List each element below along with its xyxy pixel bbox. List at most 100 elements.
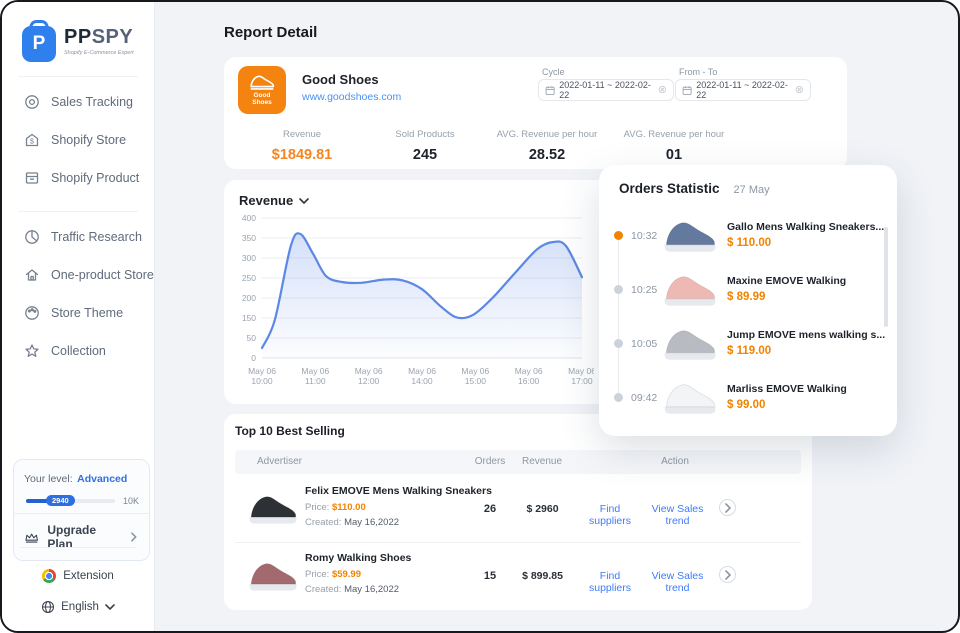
brand-light: SPY xyxy=(91,26,134,48)
order-info: Gallo Mens Walking Sneakers... $ 110.00 xyxy=(727,221,884,249)
fromto-date-input[interactable]: 2022-01-11 ~ 2022-02-22 ⊗ xyxy=(675,79,811,101)
orders-header: Orders Statistic 27 May xyxy=(599,165,897,196)
cycle-date-input[interactable]: 2022-01-11 ~ 2022-02-22 ⊗ xyxy=(538,79,674,101)
view-sales-trend-link[interactable]: View Sales trend xyxy=(651,503,704,527)
chevron-down-icon xyxy=(299,197,310,204)
top10-title: Top 10 Best Selling xyxy=(235,424,345,438)
row-expand-button[interactable] xyxy=(719,499,736,516)
sidebar-item-collection[interactable]: Collection xyxy=(2,332,154,370)
fromto-label: From - To xyxy=(679,67,718,77)
timeline-line xyxy=(618,236,619,398)
stat-value: 245 xyxy=(412,147,438,163)
chevron-right-icon xyxy=(131,532,138,542)
product-price: Price: $59.99 xyxy=(305,569,361,580)
order-item[interactable]: 10:25 Maxine EMOVE Walking $ 89.99 xyxy=(599,263,897,317)
scrollbar[interactable] xyxy=(884,227,888,327)
find-suppliers-link[interactable]: Find suppliers xyxy=(588,570,632,594)
product-price: $ 99.00 xyxy=(727,399,766,411)
cycle-label: Cycle xyxy=(542,67,565,77)
product-created: Created: May 16,2022 xyxy=(305,584,400,595)
product-price: $ 110.00 xyxy=(727,237,772,249)
store-header-card: Good Shoes Good Shoes www.goodshoes.com … xyxy=(224,57,847,169)
stat-value: 28.52 xyxy=(528,147,566,163)
product-image xyxy=(664,222,716,252)
sidebar-item-traffic-research[interactable]: Traffic Research xyxy=(2,218,154,256)
extension-button[interactable]: Extension xyxy=(2,569,154,583)
palette-icon xyxy=(25,306,39,320)
page-title: Report Detail xyxy=(224,24,318,41)
product-created: Created: May 16,2022 xyxy=(305,517,400,528)
store-logo[interactable]: Good Shoes xyxy=(238,66,286,114)
svg-text:200: 200 xyxy=(242,293,256,303)
language-selector[interactable]: English xyxy=(2,600,154,614)
svg-text:300: 300 xyxy=(242,253,256,263)
orders-title: Orders Statistic xyxy=(619,181,720,196)
sidebar-item-shopify-store[interactable]: $ Shopify Store xyxy=(2,121,154,159)
product-image xyxy=(249,496,297,524)
order-item[interactable]: 10:05 Jump EMOVE mens walking s... $ 119… xyxy=(599,317,897,371)
order-time: 09:42 xyxy=(631,392,658,404)
chart-title: Revenue xyxy=(239,193,294,208)
orders-list: 10:32 Gallo Mens Walking Sneakers... $ 1… xyxy=(599,209,897,425)
upgrade-plan-button[interactable]: Upgrade Plan xyxy=(14,514,149,560)
svg-text:350: 350 xyxy=(242,233,256,243)
col-orders: Orders xyxy=(474,456,506,467)
level-label: Your level: xyxy=(24,473,73,485)
stat-revenue: Revenue $1849.81 xyxy=(242,129,362,163)
product-image xyxy=(664,276,716,306)
store-name: Good Shoes xyxy=(302,72,379,87)
level-card: Your level: Advanced 2940 10K Upgrade Pl… xyxy=(13,459,150,561)
order-item[interactable]: 09:42 Marliss EMOVE Walking $ 99.00 xyxy=(599,371,897,425)
home-icon xyxy=(25,269,39,281)
clear-icon[interactable]: ⊗ xyxy=(794,83,804,96)
divider xyxy=(14,513,149,514)
stat-avg-revenue-1: AVG. Revenue per hour 28.52 xyxy=(482,129,612,163)
product-price: $ 119.00 xyxy=(727,345,772,357)
view-sales-trend-link[interactable]: View Sales trend xyxy=(651,570,704,594)
store-icon: $ xyxy=(25,133,39,147)
sidebar-item-sales-tracking[interactable]: Sales Tracking xyxy=(2,83,154,121)
brand-tagline: Shopify E-Commerce Expert xyxy=(64,50,134,56)
stat-avg-revenue-2: AVG. Revenue per hour 01 xyxy=(614,129,734,163)
sidebar-item-label: Shopify Product xyxy=(51,171,140,185)
sidebar-item-one-product-store[interactable]: One-product Store xyxy=(2,256,154,294)
sidebar-item-label: Sales Tracking xyxy=(51,95,133,109)
col-revenue: Revenue xyxy=(521,456,563,467)
orders-statistic-panel: Orders Statistic 27 May 10:32 Gallo Mens… xyxy=(599,165,897,436)
svg-text:50: 50 xyxy=(247,333,257,343)
find-suppliers-link[interactable]: Find suppliers xyxy=(588,503,632,527)
chevron-right-icon xyxy=(724,502,731,513)
clear-icon[interactable]: ⊗ xyxy=(657,83,667,96)
level-info: Your level: Advanced 2940 10K xyxy=(14,460,149,513)
product-name: Romy Walking Shoes xyxy=(305,552,412,564)
product-name: Marliss EMOVE Walking xyxy=(727,383,847,395)
language-label: English xyxy=(61,601,99,613)
sidebar-item-store-theme[interactable]: Store Theme xyxy=(2,294,154,332)
order-item[interactable]: 10:32 Gallo Mens Walking Sneakers... $ 1… xyxy=(599,209,897,263)
store-url-link[interactable]: www.goodshoes.com xyxy=(302,91,402,103)
target-icon xyxy=(25,95,39,109)
product-name: Maxine EMOVE Walking xyxy=(727,275,847,287)
sidebar-item-label: One-product Store xyxy=(51,268,154,282)
chart-metric-dropdown[interactable]: Revenue xyxy=(239,193,310,208)
divider xyxy=(18,211,138,212)
chevron-right-icon xyxy=(724,569,731,580)
star-icon xyxy=(25,344,39,357)
row-expand-button[interactable] xyxy=(719,566,736,583)
calendar-icon xyxy=(545,85,555,95)
sidebar-item-shopify-product[interactable]: Shopify Product xyxy=(2,159,154,197)
svg-text:$: $ xyxy=(30,139,34,146)
product-price: $ 89.99 xyxy=(727,291,766,303)
progress-fill xyxy=(26,499,60,503)
fromto-date-value: 2022-01-11 ~ 2022-02-22 xyxy=(696,80,788,100)
orders-date: 27 May xyxy=(733,184,770,196)
timeline-dot xyxy=(614,393,623,402)
order-time: 10:32 xyxy=(631,230,658,242)
sidebar-item-label: Store Theme xyxy=(51,306,124,320)
brand-logo[interactable]: P PPSPY Shopify E-Commerce Expert xyxy=(2,2,154,62)
timeline-dot xyxy=(614,231,623,240)
divider xyxy=(20,547,136,548)
